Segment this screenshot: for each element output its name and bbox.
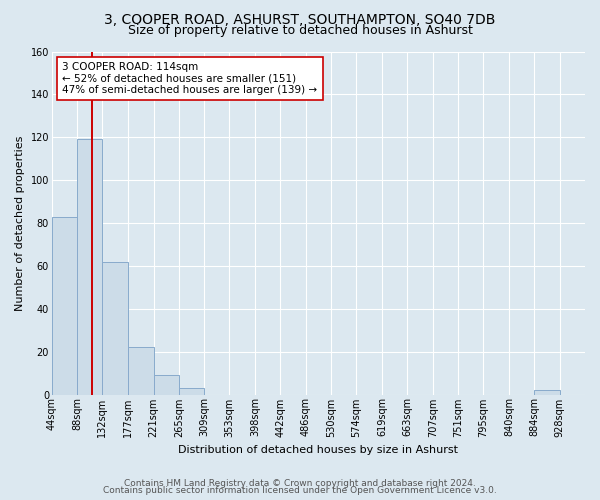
Text: Contains HM Land Registry data © Crown copyright and database right 2024.: Contains HM Land Registry data © Crown c…	[124, 478, 476, 488]
Bar	[154, 375, 179, 394]
Bar	[128, 348, 154, 395]
Bar	[103, 262, 128, 394]
Text: 3 COOPER ROAD: 114sqm
← 52% of detached houses are smaller (151)
47% of semi-det: 3 COOPER ROAD: 114sqm ← 52% of detached …	[62, 62, 317, 95]
Bar	[535, 390, 560, 394]
Text: Contains public sector information licensed under the Open Government Licence v3: Contains public sector information licen…	[103, 486, 497, 495]
Bar	[179, 388, 204, 394]
Text: 3, COOPER ROAD, ASHURST, SOUTHAMPTON, SO40 7DB: 3, COOPER ROAD, ASHURST, SOUTHAMPTON, SO…	[104, 12, 496, 26]
Bar	[77, 140, 103, 394]
Y-axis label: Number of detached properties: Number of detached properties	[15, 136, 25, 310]
X-axis label: Distribution of detached houses by size in Ashurst: Distribution of detached houses by size …	[178, 445, 458, 455]
Bar	[52, 216, 77, 394]
Text: Size of property relative to detached houses in Ashurst: Size of property relative to detached ho…	[128, 24, 472, 37]
